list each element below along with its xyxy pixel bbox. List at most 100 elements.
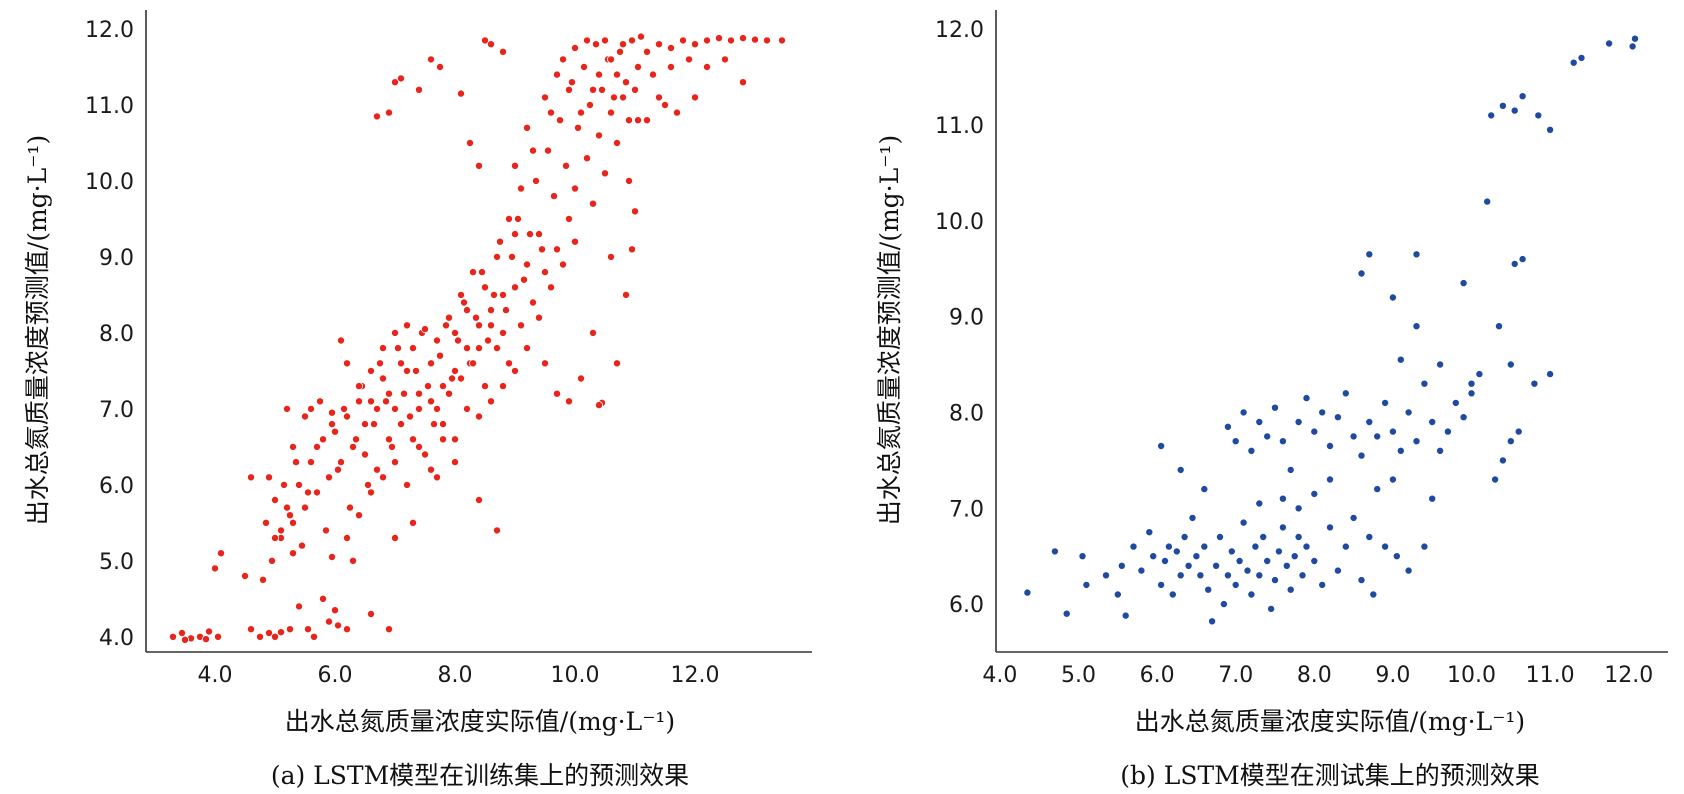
scatter-point: [667, 63, 676, 72]
scatter-point: [384, 389, 393, 398]
scatter-point: [282, 503, 291, 512]
scatter-point: [1149, 552, 1158, 561]
scatter-point: [1023, 588, 1032, 597]
scatter-point: [288, 518, 297, 527]
x-tick-label: 9.0: [1375, 663, 1410, 688]
scatter-point: [264, 473, 273, 482]
scatter-point: [504, 214, 513, 223]
scatter-point: [751, 35, 760, 44]
scatter-point: [1113, 590, 1122, 599]
scatter-point: [631, 207, 640, 216]
scatter-point: [276, 526, 285, 535]
scatter-point: [1404, 566, 1413, 575]
scatter-point: [1310, 489, 1319, 498]
scatter-point: [474, 161, 483, 170]
scatter-point: [1333, 566, 1342, 575]
scatter-point: [453, 336, 462, 345]
scatter-point: [378, 374, 387, 383]
x-tick-label: 6.0: [318, 663, 353, 688]
scatter-point: [655, 40, 664, 49]
scatter-points-test: [1023, 34, 1640, 626]
scatter-point: [601, 36, 610, 45]
scatter-point: [577, 108, 586, 117]
scatter-point: [1373, 485, 1382, 494]
scatter-point: [1388, 475, 1397, 484]
scatter-point: [529, 298, 538, 307]
x-tick-label: 12.0: [671, 663, 720, 688]
x-tick-label: 5.0: [1061, 663, 1096, 688]
scatter-point: [327, 420, 336, 429]
scatter-point: [246, 473, 255, 482]
scatter-point: [1495, 322, 1504, 331]
scatter-point: [498, 47, 507, 56]
scatter-point: [1274, 547, 1283, 556]
scatter-point: [426, 55, 435, 64]
scatter-point: [541, 268, 550, 277]
scatter-point: [366, 366, 375, 375]
x-tick-label: 7.0: [1218, 663, 1253, 688]
scatter-point: [1357, 576, 1366, 585]
scatter-point: [411, 366, 420, 375]
scatter-point: [778, 36, 787, 45]
scatter-point: [1239, 408, 1248, 417]
scatter-point: [1498, 456, 1507, 465]
scatter-point: [589, 328, 598, 337]
scatter-point: [1451, 398, 1460, 407]
scatter-point: [456, 89, 465, 98]
scatter-point: [550, 192, 559, 201]
scatter-point: [420, 450, 429, 459]
scatter-point: [378, 344, 387, 353]
scatter-point: [1467, 379, 1476, 388]
scatter-point: [571, 44, 580, 53]
scatter-point: [354, 382, 363, 391]
scatter-point: [498, 328, 507, 337]
scatter-point: [1235, 557, 1244, 566]
scatter-point: [685, 55, 694, 64]
scatter-point: [177, 629, 186, 638]
x-tick-label: 4.0: [198, 663, 233, 688]
scatter-point: [1263, 557, 1272, 566]
scatter-point: [342, 534, 351, 543]
scatter-point: [1436, 360, 1445, 369]
scatter-point: [1349, 513, 1358, 522]
scatter-point: [1605, 39, 1614, 48]
scatter-point: [1491, 475, 1500, 484]
scatter-point: [1176, 465, 1185, 474]
scatter-point: [468, 268, 477, 277]
scatter-point: [474, 412, 483, 421]
x-tick-label: 6.0: [1140, 663, 1175, 688]
scatter-point: [628, 36, 637, 45]
scatter-point: [1294, 533, 1303, 542]
scatter-point: [342, 412, 351, 421]
scatter-point: [510, 161, 519, 170]
scatter-point: [399, 389, 408, 398]
scatter-point: [354, 397, 363, 406]
x-axis-title: 出水总氮质量浓度实际值/(mg·L⁻¹): [1135, 707, 1525, 736]
scatter-point: [1290, 552, 1299, 561]
scatter-point: [426, 359, 435, 368]
scatter-point: [180, 635, 189, 644]
y-tick-label: 4.0: [99, 626, 134, 651]
panel-caption: (b) LSTM模型在测试集上的预测效果: [1120, 761, 1539, 790]
y-tick-label: 9.0: [99, 246, 134, 271]
scatter-point: [366, 488, 375, 497]
scatter-point: [1459, 279, 1468, 288]
scatter-point: [595, 70, 604, 79]
scatter-point: [486, 306, 495, 315]
scatter-point: [1475, 370, 1484, 379]
scatter-point: [447, 374, 456, 383]
scatter-point: [396, 359, 405, 368]
scatter-point: [1267, 604, 1276, 613]
scatter-point: [408, 518, 417, 527]
scatter-point: [547, 108, 556, 117]
scatter-point: [556, 116, 565, 125]
scatter-point: [691, 40, 700, 49]
scatter-point: [324, 617, 333, 626]
x-tick-label: 10.0: [551, 663, 600, 688]
scatter-point: [1341, 389, 1350, 398]
scatter-point: [1487, 111, 1496, 120]
scatter-point: [501, 306, 510, 315]
scatter-point: [1310, 557, 1319, 566]
y-tick-label: 11.0: [935, 114, 984, 139]
scatter-point: [456, 290, 465, 299]
